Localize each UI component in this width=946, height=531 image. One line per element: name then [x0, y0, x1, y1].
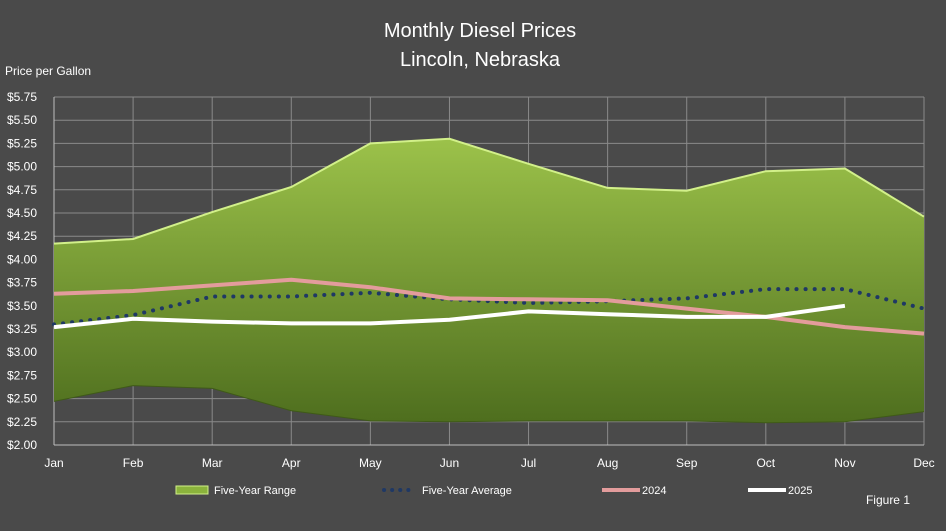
x-tick-label: Jun — [440, 456, 459, 470]
y-tick-label: $2.25 — [7, 415, 37, 429]
y-tick-label: $5.50 — [7, 113, 37, 127]
legend-label: 2024 — [642, 485, 666, 497]
chart-subtitle: Lincoln, Nebraska — [400, 49, 561, 71]
series-2024-line — [53, 277, 925, 336]
y-tick-label: $2.75 — [7, 368, 37, 382]
x-tick-label: Apr — [282, 456, 301, 470]
y-tick-label: $2.50 — [7, 392, 37, 406]
y-axis-ticks: $2.00 $2.25 $2.50 $2.75 $3.00 $3.25 $3.50 $3.75… — [7, 90, 37, 452]
y-tick-label: $4.25 — [7, 229, 37, 243]
legend-swatch-range — [175, 485, 209, 495]
five-year-range-top-edge — [53, 137, 925, 245]
series-2025-line — [53, 303, 846, 330]
legend-label: 2025 — [788, 485, 812, 497]
five-year-range-area — [54, 138, 924, 423]
x-tick-label: Jul — [521, 456, 536, 470]
legend: Five-Year Range Five-Year Average 2024 2025 — [175, 485, 812, 497]
y-tick-label: $2.00 — [7, 438, 37, 452]
y-tick-label: $5.25 — [7, 136, 37, 150]
y-tick-label: $4.75 — [7, 183, 37, 197]
x-tick-label: Aug — [597, 456, 618, 470]
legend-label: Five-Year Range — [214, 485, 296, 497]
legend-label: Five-Year Average — [422, 485, 512, 497]
y-tick-label: $3.00 — [7, 345, 37, 359]
x-tick-label: Sep — [676, 456, 698, 470]
x-tick-label: Oct — [756, 456, 775, 470]
y-tick-label: $4.50 — [7, 206, 37, 220]
figure-label: Figure 1 — [866, 493, 910, 507]
y-tick-label: $3.75 — [7, 276, 37, 290]
x-tick-label: Feb — [123, 456, 144, 470]
five-year-average-line — [52, 287, 926, 327]
y-tick-label: $5.75 — [7, 90, 37, 104]
y-tick-label: $3.50 — [7, 299, 37, 313]
plot-series — [52, 137, 926, 424]
y-axis-label: Price per Gallon — [5, 64, 91, 78]
x-tick-label: Mar — [202, 456, 223, 470]
five-year-range-bottom-edge — [53, 385, 925, 424]
x-tick-label: Dec — [913, 456, 934, 470]
x-tick-label: Nov — [834, 456, 855, 470]
y-tick-label: $3.25 — [7, 322, 37, 336]
chart-title: Monthly Diesel Prices — [384, 20, 576, 42]
y-tick-label: $5.00 — [7, 160, 37, 174]
x-axis-ticks: Jan Feb Mar Apr May Jun Jul Aug Sep Oct Nov Dec — [44, 456, 934, 470]
x-tick-label: May — [359, 456, 382, 470]
y-tick-label: $4.00 — [7, 252, 37, 266]
x-tick-label: Jan — [44, 456, 63, 470]
